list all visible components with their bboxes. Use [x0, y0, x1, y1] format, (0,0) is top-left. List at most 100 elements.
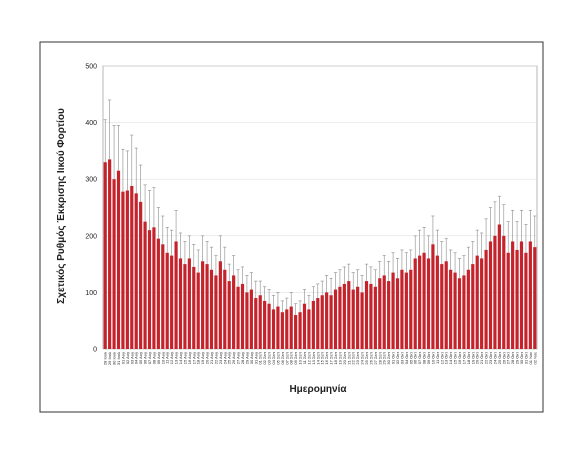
- bar: [289, 306, 293, 349]
- bar: [263, 300, 267, 349]
- bar: [466, 269, 470, 349]
- bar: [453, 272, 457, 349]
- x-tick-label: 16 Σεπ: [324, 352, 329, 365]
- bar: [298, 312, 302, 349]
- x-tick-label: 10 Αυγ: [160, 352, 165, 364]
- bar: [205, 264, 209, 349]
- x-tick-label: 09 Σεπ: [293, 352, 298, 365]
- x-axis-label: Ημερομηνία: [289, 384, 347, 395]
- x-tick-label: 28 Αυγ: [240, 352, 245, 364]
- x-tick-label: 13 Αυγ: [174, 352, 179, 364]
- bar: [528, 241, 532, 349]
- bar: [502, 235, 506, 349]
- x-tick-label: 20 Αυγ: [205, 352, 210, 364]
- bar: [192, 266, 196, 349]
- x-tick-label: 30 Ιουλ: [112, 352, 117, 365]
- bar: [276, 306, 280, 349]
- bar: [254, 298, 258, 349]
- x-tick-label: 10 Σεπ: [298, 352, 303, 365]
- x-tick-label: 25 Αυγ: [227, 352, 232, 364]
- bar: [395, 278, 400, 349]
- bar: [400, 269, 404, 349]
- x-tick-label: 11 Σεπ: [302, 352, 307, 365]
- bar: [524, 252, 528, 349]
- bar: [444, 261, 448, 349]
- bar: [325, 292, 329, 349]
- bar: [130, 185, 134, 349]
- bar: [103, 162, 107, 349]
- bar: [506, 252, 510, 349]
- y-axis-label: Σχετικός Ρυθμός Έκκρισης Ιικού Φορτίου: [56, 108, 67, 304]
- bar: [240, 283, 245, 349]
- x-tick-label: 27 Σεπ: [373, 352, 378, 365]
- x-tick-label: 05 Οκτ: [408, 352, 413, 365]
- bar: [245, 292, 249, 349]
- x-tick-label: 28 Οκτ: [510, 352, 515, 365]
- bar: [497, 224, 501, 349]
- bar: [232, 275, 236, 349]
- bar: [457, 278, 462, 349]
- x-tick-label: 02 Αυγ: [125, 352, 130, 364]
- y-tick-label: 100: [85, 290, 97, 297]
- x-tick-label: 06 Αυγ: [143, 352, 148, 364]
- bar: [165, 252, 169, 349]
- x-tick-label: 13 Σεπ: [311, 352, 316, 365]
- bar: [369, 283, 373, 349]
- bar: [351, 289, 355, 349]
- bar: [152, 227, 156, 349]
- bar: [271, 309, 276, 349]
- x-tick-label: 27 Οκτ: [506, 352, 511, 365]
- x-tick-label: 03 Αυγ: [129, 352, 134, 364]
- x-tick-label: 23 Σεπ: [355, 352, 360, 365]
- x-tick-label: 26 Αυγ: [231, 352, 236, 364]
- x-tick-label: 31 Αυγ: [253, 352, 258, 364]
- x-tick-label: 22 Αυγ: [213, 352, 218, 364]
- x-tick-label: 15 Οκτ: [453, 352, 458, 365]
- bar: [125, 190, 129, 349]
- bar: [449, 269, 453, 349]
- bar: [511, 241, 515, 349]
- bar: [488, 241, 493, 349]
- bar: [320, 295, 324, 349]
- bar: [391, 272, 395, 349]
- bar: [519, 241, 524, 349]
- x-tick-label: 17 Σεπ: [329, 352, 334, 365]
- bar: [108, 159, 112, 349]
- x-tick-label: 04 Οκτ: [404, 352, 409, 365]
- bar: [187, 258, 191, 349]
- x-tick-label: 22 Σεπ: [351, 352, 356, 365]
- x-tick-label: 24 Σεπ: [360, 352, 365, 365]
- bar: [267, 303, 271, 349]
- bar: [285, 309, 289, 349]
- bar: [227, 281, 231, 349]
- bar: [280, 312, 284, 349]
- x-tick-label: 03 Σεπ: [267, 352, 272, 365]
- x-tick-label: 09 Οκτ: [426, 352, 431, 365]
- x-tick-label: 19 Σεπ: [337, 352, 342, 365]
- bar: [218, 261, 222, 349]
- x-tick-label: 12 Σεπ: [306, 352, 311, 365]
- bar: [147, 230, 152, 349]
- x-tick-label: 04 Αυγ: [134, 352, 139, 364]
- bar: [364, 281, 369, 349]
- x-tick-label: 28 Ιουλ: [103, 352, 108, 365]
- y-tick-label: 300: [85, 177, 97, 184]
- bar: [311, 300, 315, 349]
- x-tick-label: 10 Οκτ: [430, 352, 435, 365]
- x-tick-label: 21 Οκτ: [479, 352, 484, 365]
- bar: [236, 286, 240, 349]
- bar: [302, 303, 307, 349]
- x-tick-label: 05 Σεπ: [275, 352, 280, 365]
- bar: [121, 191, 125, 349]
- x-tick-label: 24 Οκτ: [492, 352, 497, 365]
- bar: [409, 269, 413, 349]
- bar: [493, 235, 497, 349]
- x-tick-label: 27 Αυγ: [236, 352, 241, 364]
- x-tick-label: 06 Οκτ: [413, 352, 418, 365]
- bar: [294, 315, 298, 349]
- x-tick-label: 05 Αυγ: [138, 352, 143, 364]
- x-tick-label: 28 Σεπ: [377, 352, 382, 365]
- x-tick-label: 17 Οκτ: [461, 352, 466, 365]
- bar: [515, 249, 519, 349]
- x-tick-label: 29 Ιουλ: [107, 352, 112, 365]
